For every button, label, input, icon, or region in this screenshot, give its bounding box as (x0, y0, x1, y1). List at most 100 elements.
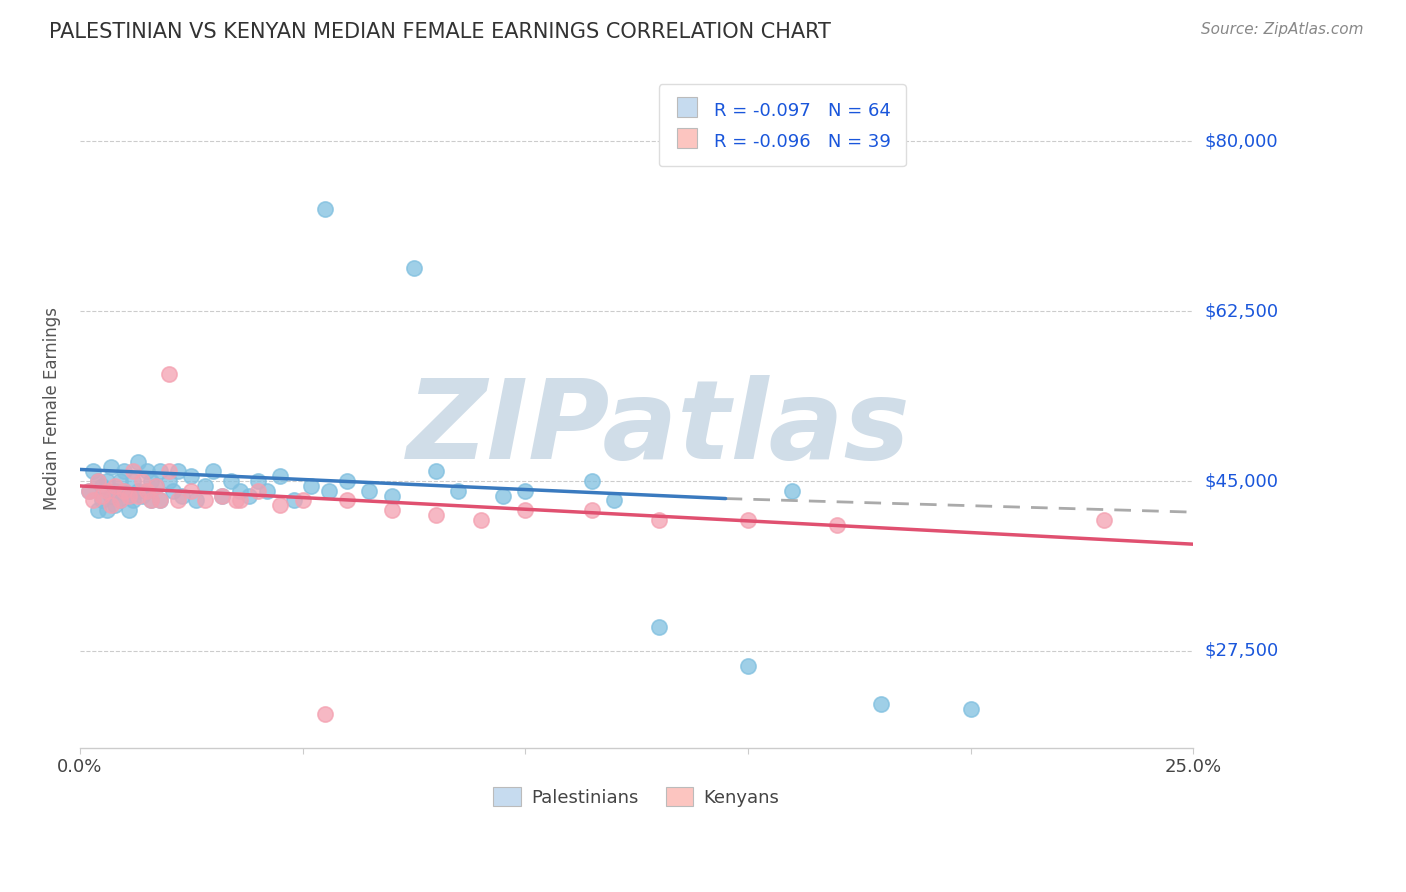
Point (157, 474, 180, 488)
Point (202, 464, 225, 478)
Point (118, 489, 141, 503)
Point (782, 483, 804, 498)
Point (77, 483, 100, 498)
Point (145, 479, 167, 493)
Point (96, 474, 118, 488)
Point (229, 493, 252, 508)
Point (492, 489, 515, 503)
Point (166, 464, 188, 478)
Point (149, 493, 172, 508)
Point (139, 493, 162, 508)
Point (447, 483, 470, 498)
Point (157, 464, 180, 478)
Point (184, 493, 207, 508)
Point (219, 474, 242, 488)
Point (149, 493, 172, 508)
Point (149, 464, 172, 478)
Point (118, 489, 141, 503)
Point (135, 483, 157, 498)
Point (470, 513, 492, 527)
Point (959, 702, 981, 716)
Point (180, 483, 202, 498)
Point (100, 459, 122, 474)
Text: PALESTINIAN VS KENYAN MEDIAN FEMALE EARNINGS CORRELATION CHART: PALESTINIAN VS KENYAN MEDIAN FEMALE EARN… (49, 22, 831, 42)
Point (425, 464, 447, 478)
Point (229, 483, 252, 498)
Point (135, 464, 157, 478)
Point (238, 489, 260, 503)
Point (162, 483, 184, 498)
Point (127, 455, 149, 469)
Point (86, 503, 108, 517)
Point (91, 479, 114, 493)
Y-axis label: Median Female Earnings: Median Female Earnings (44, 307, 60, 509)
Point (91, 493, 114, 508)
Point (314, 707, 336, 722)
Text: $62,500: $62,500 (1205, 302, 1278, 320)
Point (603, 493, 626, 508)
Point (381, 503, 404, 517)
Point (291, 493, 314, 508)
Point (108, 493, 131, 508)
Point (515, 503, 537, 517)
Point (96, 483, 118, 498)
Point (139, 474, 162, 488)
Point (425, 508, 447, 522)
Point (515, 483, 537, 498)
Point (166, 493, 188, 508)
Point (648, 620, 671, 634)
Point (135, 483, 157, 498)
Point (112, 483, 135, 498)
Point (86, 474, 108, 488)
Point (1092, 513, 1115, 527)
Point (91, 489, 114, 503)
Point (269, 469, 291, 483)
Point (77, 483, 100, 498)
Point (225, 493, 247, 508)
Point (256, 483, 278, 498)
Point (108, 493, 131, 508)
Point (96, 503, 118, 517)
Point (82, 464, 104, 478)
Point (648, 513, 671, 527)
Point (246, 474, 269, 488)
Point (86, 474, 108, 488)
Point (104, 483, 127, 498)
Point (131, 474, 153, 488)
Point (870, 698, 893, 712)
Text: $27,500: $27,500 (1205, 642, 1278, 660)
Point (737, 658, 759, 673)
Point (193, 493, 215, 508)
Point (737, 513, 759, 527)
Point (118, 503, 141, 517)
Point (269, 499, 291, 513)
Point (112, 483, 135, 498)
Point (381, 489, 404, 503)
Point (131, 489, 153, 503)
Point (122, 474, 145, 488)
Point (172, 489, 194, 503)
Text: Source: ZipAtlas.com: Source: ZipAtlas.com (1201, 22, 1364, 37)
Point (825, 517, 848, 532)
Point (314, 202, 336, 217)
Point (246, 483, 269, 498)
Point (100, 489, 122, 503)
Point (122, 493, 145, 508)
Point (180, 469, 202, 483)
Point (581, 503, 603, 517)
Text: ZIPatlas: ZIPatlas (406, 376, 911, 483)
Point (104, 499, 127, 513)
Text: $45,000: $45,000 (1205, 472, 1278, 490)
Point (402, 260, 425, 275)
Point (318, 483, 340, 498)
Point (359, 483, 381, 498)
Point (82, 493, 104, 508)
Point (145, 479, 167, 493)
Point (211, 489, 233, 503)
Point (157, 368, 180, 382)
Point (100, 499, 122, 513)
Legend: Palestinians, Kenyans: Palestinians, Kenyans (486, 780, 787, 814)
Point (193, 479, 215, 493)
Point (139, 493, 162, 508)
Point (336, 493, 359, 508)
